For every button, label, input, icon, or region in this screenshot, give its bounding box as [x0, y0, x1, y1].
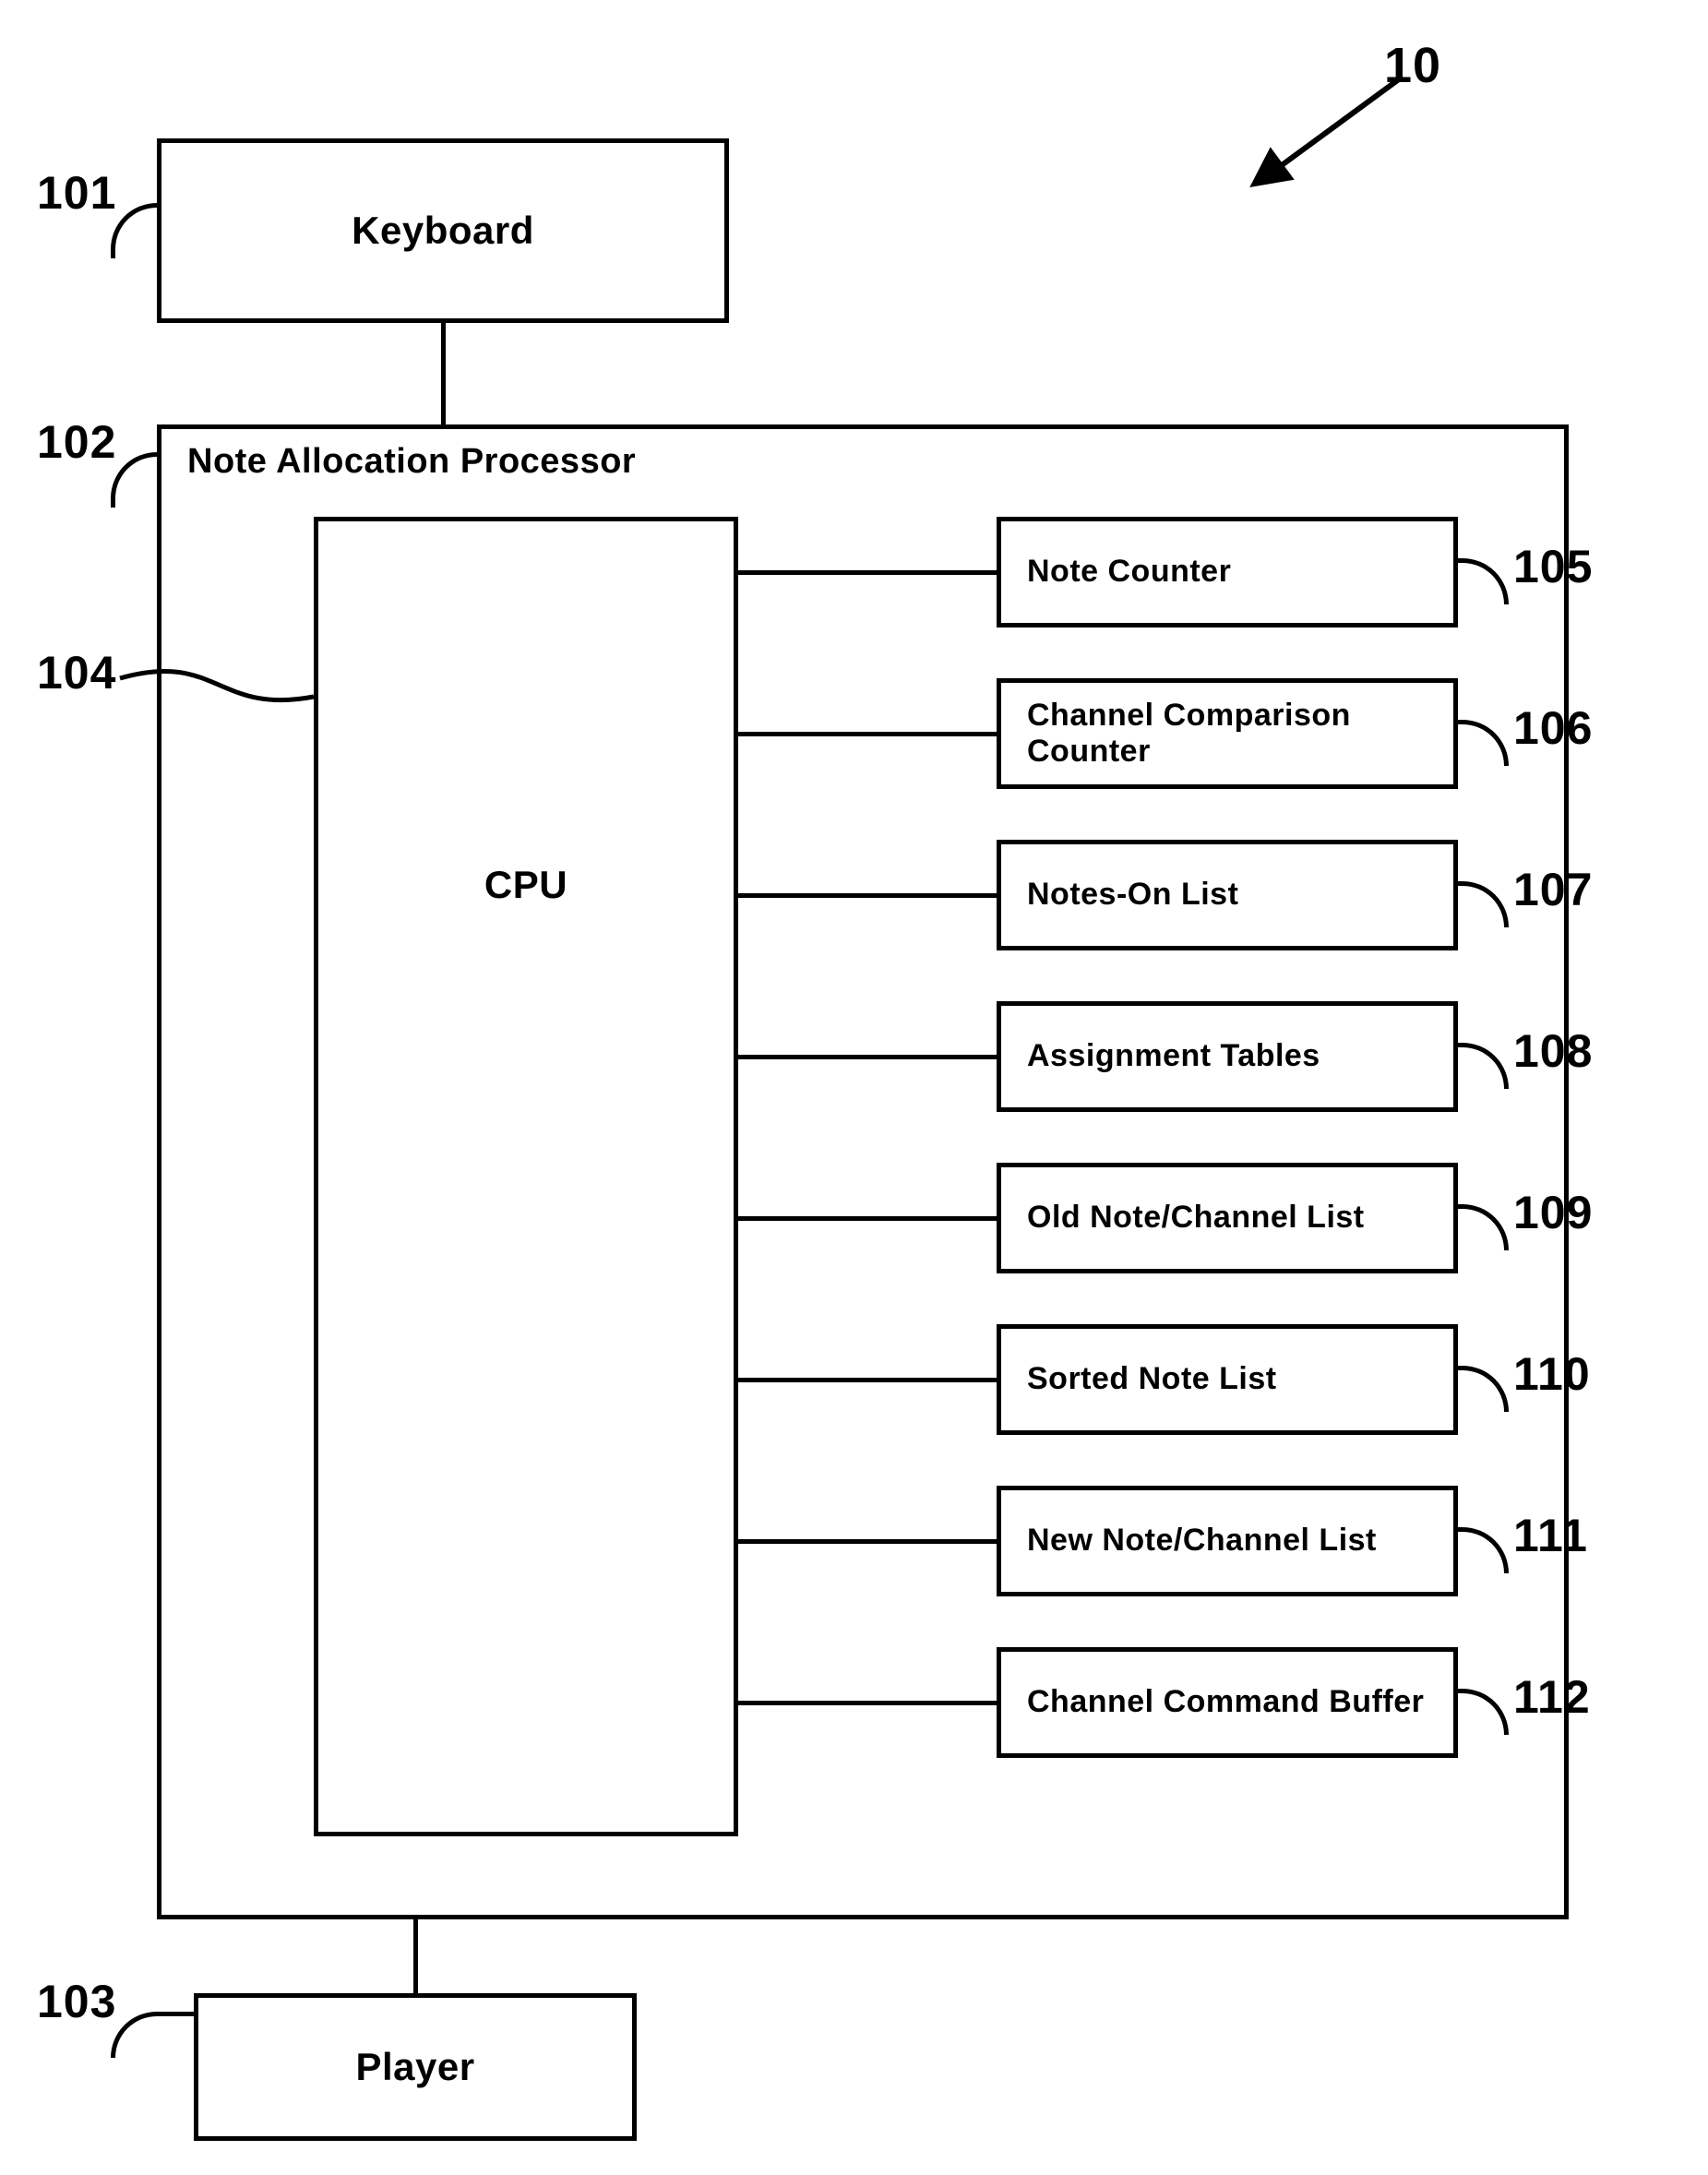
- player-box: Player: [194, 1993, 637, 2141]
- component-label: Channel Command Buffer: [1027, 1684, 1424, 1720]
- ref-102: 102: [37, 415, 116, 469]
- component-box-110: Sorted Note List: [997, 1324, 1458, 1435]
- lead-102: [111, 452, 157, 508]
- component-label: Sorted Note List: [1027, 1361, 1277, 1397]
- ref-111: 111: [1513, 1509, 1588, 1562]
- lead-103: [111, 2012, 194, 2058]
- component-label: Assignment Tables: [1027, 1038, 1320, 1074]
- conn-cpu-109: [738, 1216, 997, 1221]
- ref-105: 105: [1513, 540, 1593, 593]
- component-box-108: Assignment Tables: [997, 1001, 1458, 1112]
- ref-104: 104: [37, 646, 116, 699]
- ref-112: 112: [1513, 1670, 1591, 1724]
- component-label: Note Counter: [1027, 554, 1231, 590]
- conn-processor-player: [413, 1919, 418, 1993]
- component-box-107: Notes-On List: [997, 840, 1458, 950]
- keyboard-box: Keyboard: [157, 138, 729, 323]
- component-label: Channel Comparison Counter: [1027, 698, 1435, 770]
- conn-cpu-106: [738, 732, 997, 736]
- component-label: New Note/Channel List: [1027, 1523, 1377, 1559]
- conn-cpu-111: [738, 1539, 997, 1544]
- ref-109: 109: [1513, 1186, 1593, 1239]
- conn-keyboard-processor: [441, 323, 446, 424]
- ref-101: 101: [37, 166, 116, 220]
- component-box-105: Note Counter: [997, 517, 1458, 627]
- ref-106: 106: [1513, 701, 1593, 755]
- figure-ref-arrowhead: [1237, 147, 1295, 204]
- component-label: Notes-On List: [1027, 877, 1238, 913]
- ref-108: 108: [1513, 1024, 1593, 1078]
- ref-107: 107: [1513, 863, 1593, 916]
- conn-cpu-110: [738, 1378, 997, 1382]
- component-box-112: Channel Command Buffer: [997, 1647, 1458, 1758]
- conn-cpu-112: [738, 1701, 997, 1705]
- conn-cpu-105: [738, 570, 997, 575]
- conn-cpu-107: [738, 893, 997, 898]
- ref-103: 103: [37, 1975, 116, 2028]
- diagram-canvas: Keyboard101Note Allocation Processor102C…: [0, 0, 1708, 2175]
- ref-110: 110: [1513, 1347, 1591, 1401]
- component-label: Old Note/Channel List: [1027, 1200, 1365, 1236]
- component-box-111: New Note/Channel List: [997, 1486, 1458, 1596]
- lead-101: [111, 203, 157, 258]
- cpu-box: CPU: [314, 517, 738, 1836]
- component-box-106: Channel Comparison Counter: [997, 678, 1458, 789]
- component-box-109: Old Note/Channel List: [997, 1163, 1458, 1273]
- conn-cpu-108: [738, 1055, 997, 1059]
